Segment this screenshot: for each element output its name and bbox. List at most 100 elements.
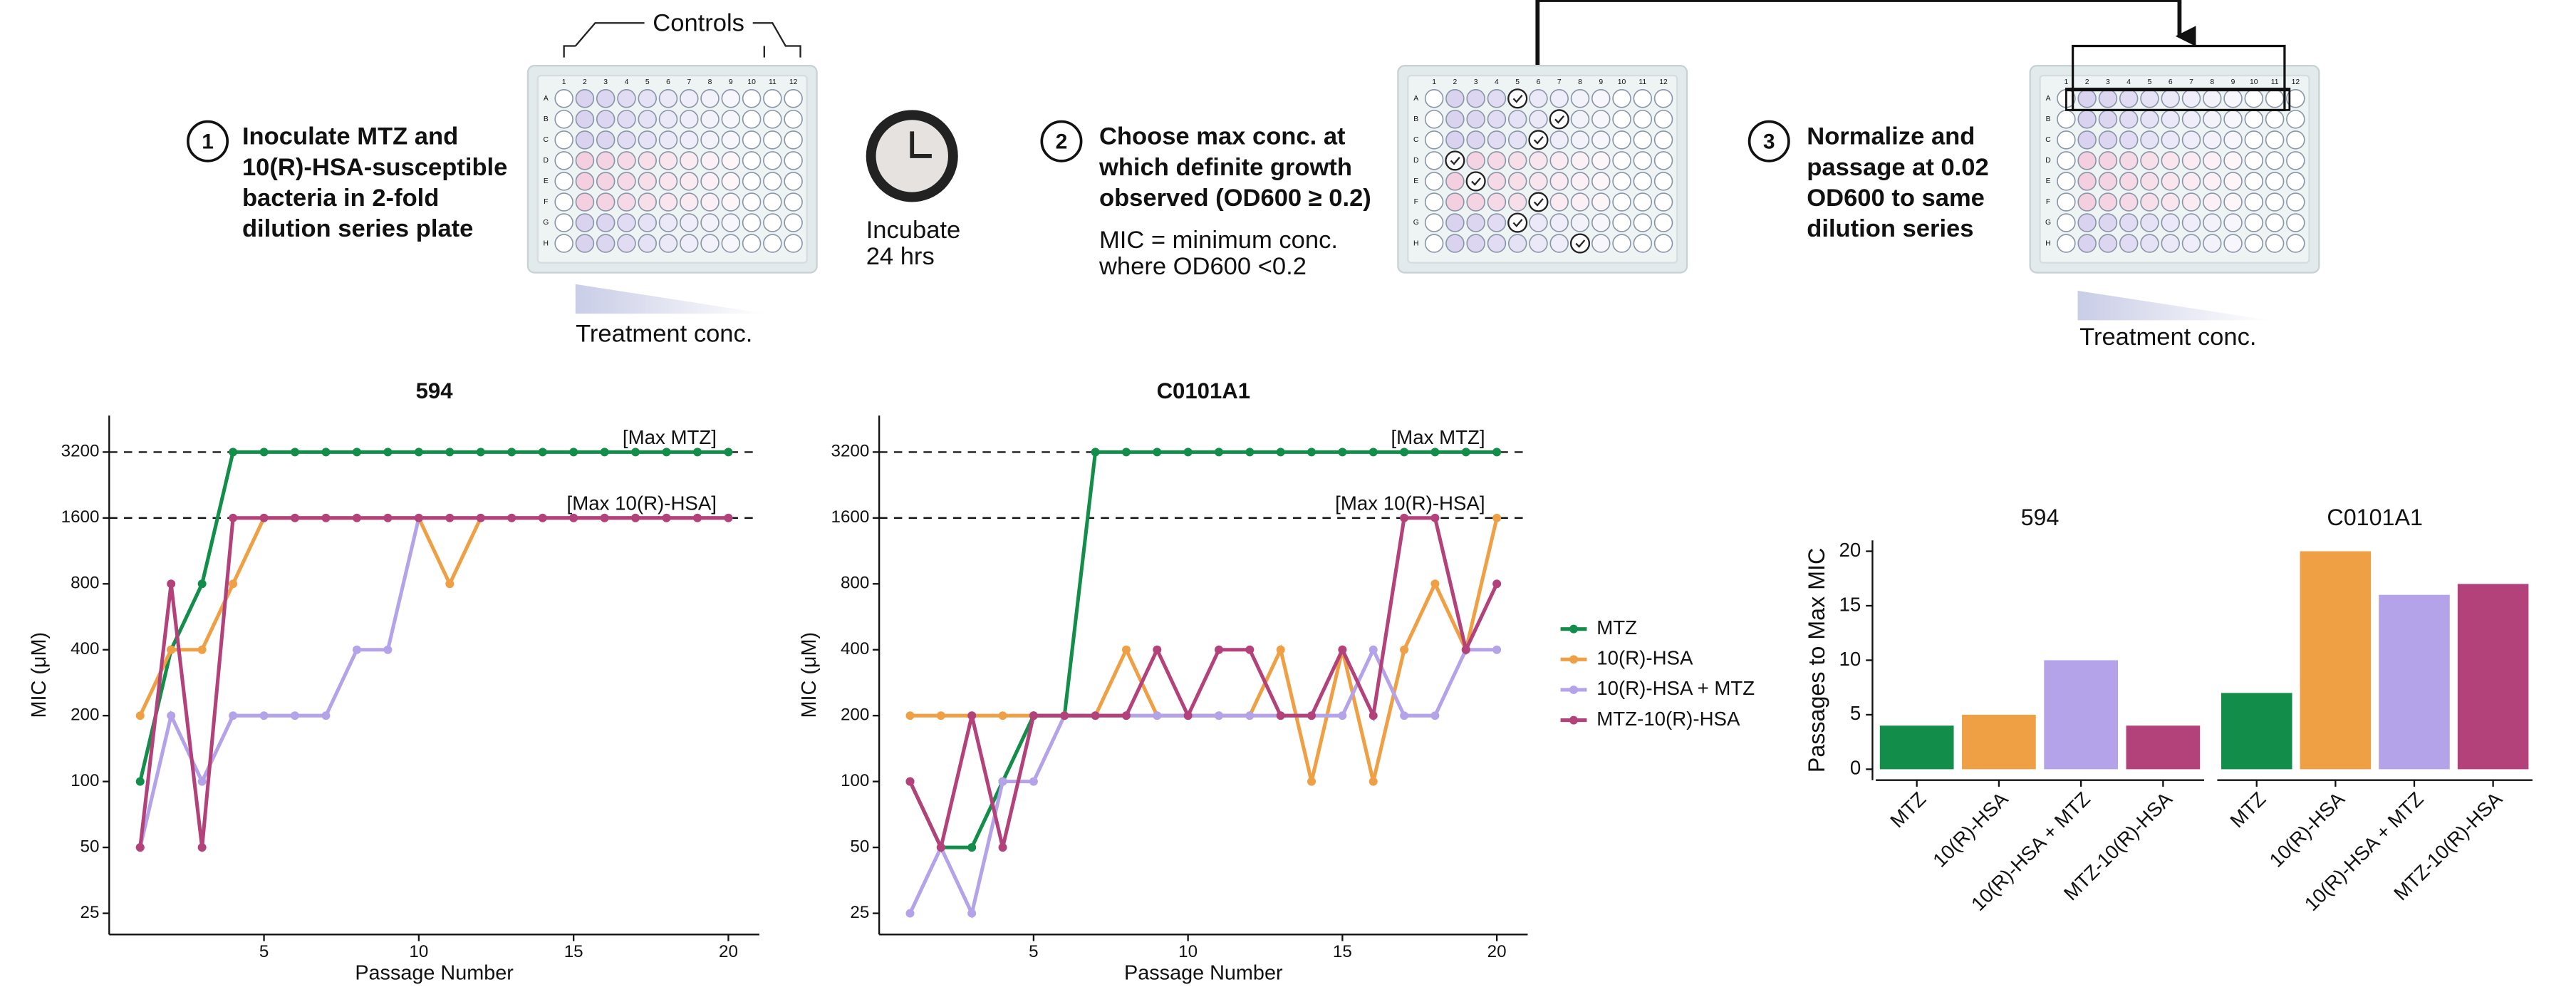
data-point [1184,711,1193,720]
well [2245,131,2263,149]
well [2245,110,2263,128]
plate-row-label: D [544,157,549,165]
legend-dot [1569,716,1578,725]
y-tick-label: 15 [1839,593,1861,615]
x-tick-label: 10(R)-HSA [1928,787,2012,872]
well [1467,214,1485,232]
well [618,214,635,232]
data-point [1215,448,1223,456]
data-point [1091,448,1100,456]
well [1655,90,1673,108]
data-point [477,448,485,456]
well [784,193,802,211]
data-point [906,909,915,918]
well [618,110,635,128]
well [555,214,573,232]
well [1572,214,1589,232]
well [1592,234,1610,252]
well [701,90,719,108]
data-point [999,777,1007,786]
well [764,152,781,170]
well [2183,90,2201,108]
data-point [1215,646,1223,654]
well [2141,90,2159,108]
well [2161,214,2179,232]
plate-col-label: 8 [708,78,712,86]
well [1425,90,1443,108]
well [680,131,698,149]
legend-label: 10(R)-HSA [1596,647,1693,669]
well [1572,110,1589,128]
well [1634,131,1651,149]
step-text: bacteria in 2-fold [242,185,439,212]
y-tick-label: 25 [850,903,869,922]
plate-col-label: 1 [562,78,566,86]
well [2183,214,2201,232]
well [660,193,677,211]
well [576,110,593,128]
legend-dot [1569,655,1578,663]
data-point [136,777,145,786]
series-line [910,518,1497,782]
data-point [999,711,1007,720]
well [722,214,739,232]
legend-dot [1569,625,1578,634]
well [576,152,593,170]
well [1655,131,1673,149]
data-point [1492,514,1501,522]
well [2099,172,2117,190]
well [701,214,719,232]
data-point [383,514,392,522]
well [2161,193,2179,211]
data-point [1245,711,1254,720]
legend-dot [1569,686,1578,694]
data-point [198,579,207,588]
y-tick-label: 100 [841,771,869,790]
plate-row-label: B [2046,115,2051,123]
y-tick-label: 50 [850,837,869,857]
bar [1880,725,1954,769]
well [2099,152,2117,170]
data-point [1122,711,1131,720]
y-tick-label: 3200 [61,442,100,461]
incubate-text: 24 hrs [866,243,935,270]
data-point [445,514,454,522]
x-tick-label: MTZ [2226,787,2270,832]
well [1487,172,1505,190]
data-point [167,646,175,654]
plate-col-label: 4 [2126,78,2131,86]
data-point [445,579,454,588]
well [2078,214,2096,232]
well [1446,131,1464,149]
legend-label: MTZ [1596,616,1637,639]
well [1613,172,1631,190]
well [1613,234,1631,252]
well [576,172,593,190]
well [1634,193,1651,211]
x-tick-label: 5 [1029,942,1038,961]
data-point [1492,448,1501,456]
gradient-triangle [576,284,766,314]
x-tick-label: 15 [564,942,583,961]
well [1592,193,1610,211]
data-point [136,843,145,852]
plate-col-label: 6 [2169,78,2173,86]
data-point [937,843,945,852]
well [2120,234,2138,252]
well [1467,131,1485,149]
step-text: observed (OD600 ≥ 0.2) [1099,185,1371,212]
plate-col-label: 12 [2292,78,2300,86]
plate-row-label: F [1414,198,1418,206]
data-point [1307,777,1316,786]
well [1592,152,1610,170]
data-point [1492,579,1501,588]
check-circle [1530,193,1548,212]
data-point [1400,514,1408,522]
well [2224,152,2242,170]
well [1530,152,1547,170]
well [743,193,761,211]
well [1613,193,1631,211]
data-point [1122,448,1131,456]
data-point [167,711,175,720]
well [743,110,761,128]
